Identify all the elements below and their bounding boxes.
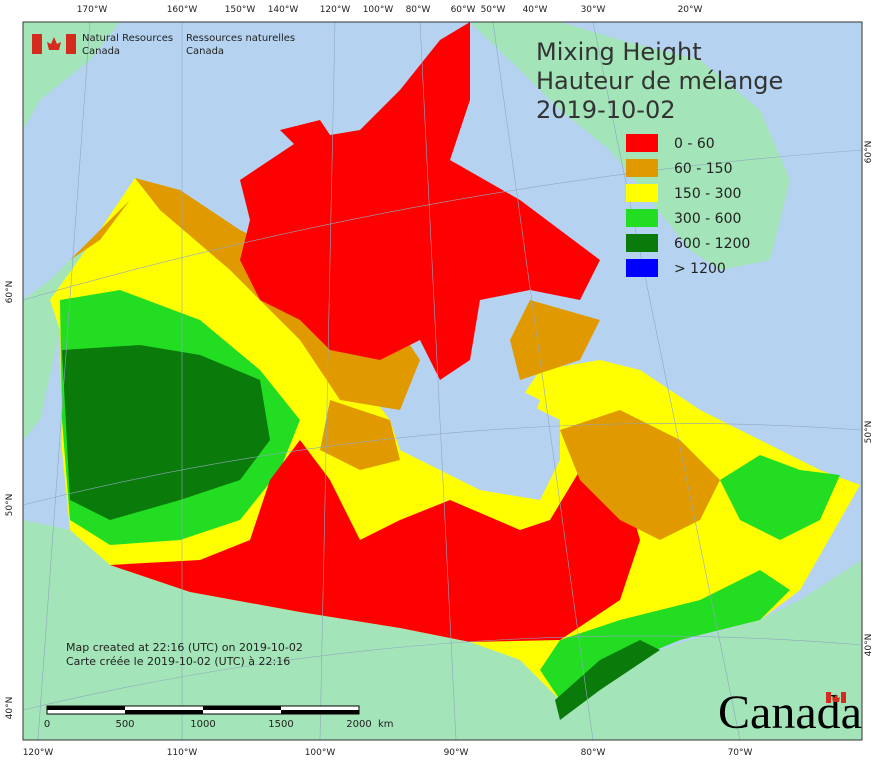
graticule-label: 160°W <box>167 5 198 15</box>
scale-label: 1000 <box>190 719 215 730</box>
scale-label: 2000 <box>346 719 371 730</box>
frame <box>22 21 863 741</box>
arctic-islands <box>280 120 330 145</box>
graticule-label: 100°W <box>305 748 336 758</box>
legend-swatch <box>626 234 658 252</box>
scale-unit: km <box>378 719 394 730</box>
map-body <box>23 22 862 740</box>
legend-swatch <box>626 159 658 177</box>
wordmark-flag <box>826 692 846 703</box>
graticule-label: 120°W <box>23 748 54 758</box>
graticule-label: 20°W <box>678 5 703 15</box>
wordmark: Canada <box>718 686 862 739</box>
graticule-label: 80°W <box>581 748 606 758</box>
graticule-label: 90°W <box>444 748 469 758</box>
legend: 0 - 60 60 - 150 150 - 300 300 - 600 600 - 12… <box>626 134 750 277</box>
note: Carte créée le 2019-10-02 (UTC) à 22:16 <box>66 655 290 668</box>
graticule-label: 70°W <box>728 748 753 758</box>
graticule-label: 170°W <box>77 5 108 15</box>
graticule-label: 120°W <box>320 5 351 15</box>
agency-en: Canada <box>82 46 120 57</box>
graticule-label: 50°W <box>481 5 506 15</box>
graticule-label: 100°W <box>363 5 394 15</box>
zone-orange <box>70 200 130 260</box>
agency-fr: Canada <box>186 46 224 57</box>
graticule-label: 40°N <box>864 634 874 657</box>
united-states <box>23 520 862 740</box>
legend-label: 60 - 150 <box>674 161 733 177</box>
zone-red <box>110 440 640 642</box>
zone-dark-green <box>62 345 270 520</box>
title-line: Mixing Height <box>536 38 702 66</box>
scale-label: 1500 <box>268 719 293 730</box>
legend-label: 150 - 300 <box>674 186 741 202</box>
legend-swatch <box>626 259 658 277</box>
zone-dark-green <box>555 640 660 720</box>
graticule-label: 50°N <box>864 421 874 444</box>
arctic-islands <box>240 22 600 380</box>
russia <box>23 22 120 130</box>
agency-en: Natural Resources <box>82 33 173 44</box>
graticule <box>23 22 862 740</box>
scale-bar: 0 500 1000 1500 2000 km <box>44 705 394 730</box>
scale-label: 0 <box>44 719 50 730</box>
hudson-bay <box>395 380 545 500</box>
note: Map created at 22:16 (UTC) on 2019-10-02 <box>66 641 303 654</box>
legend-swatch <box>626 134 658 152</box>
graticule-label: 60°N <box>5 281 15 304</box>
agency-fr: Ressources naturelles <box>186 33 295 44</box>
zone-green <box>720 455 840 540</box>
title-line: 2019-10-02 <box>536 96 675 124</box>
logo <box>32 34 76 54</box>
graticule-label: 60°W <box>451 5 476 15</box>
graticule-label: 40°W <box>523 5 548 15</box>
legend-label: 0 - 60 <box>674 136 715 152</box>
legend-label: 300 - 600 <box>674 211 741 227</box>
graticule-label: 140°W <box>268 5 299 15</box>
title-line: Hauteur de mélange <box>536 67 783 95</box>
graticule-label: 30°W <box>581 5 606 15</box>
graticule-label: 150°W <box>225 5 256 15</box>
graticule-label: 60°N <box>864 141 874 164</box>
zone-orange <box>320 400 400 470</box>
legend-label: > 1200 <box>674 261 726 277</box>
graticule-label: 80°W <box>406 5 431 15</box>
graticule-label: 40°N <box>5 697 15 720</box>
graticule-labels: 170°W 160°W 150°W 140°W 120°W 100°W 80°W 60°W 50… <box>5 5 874 758</box>
graticule-label: 110°W <box>167 748 198 758</box>
zone-orange <box>510 300 600 380</box>
scale-label: 500 <box>115 719 134 730</box>
legend-swatch <box>626 184 658 202</box>
legend-swatch <box>626 209 658 227</box>
graticule-label: 50°N <box>5 494 15 517</box>
legend-label: 600 - 1200 <box>674 236 750 252</box>
zone-orange <box>560 410 720 540</box>
